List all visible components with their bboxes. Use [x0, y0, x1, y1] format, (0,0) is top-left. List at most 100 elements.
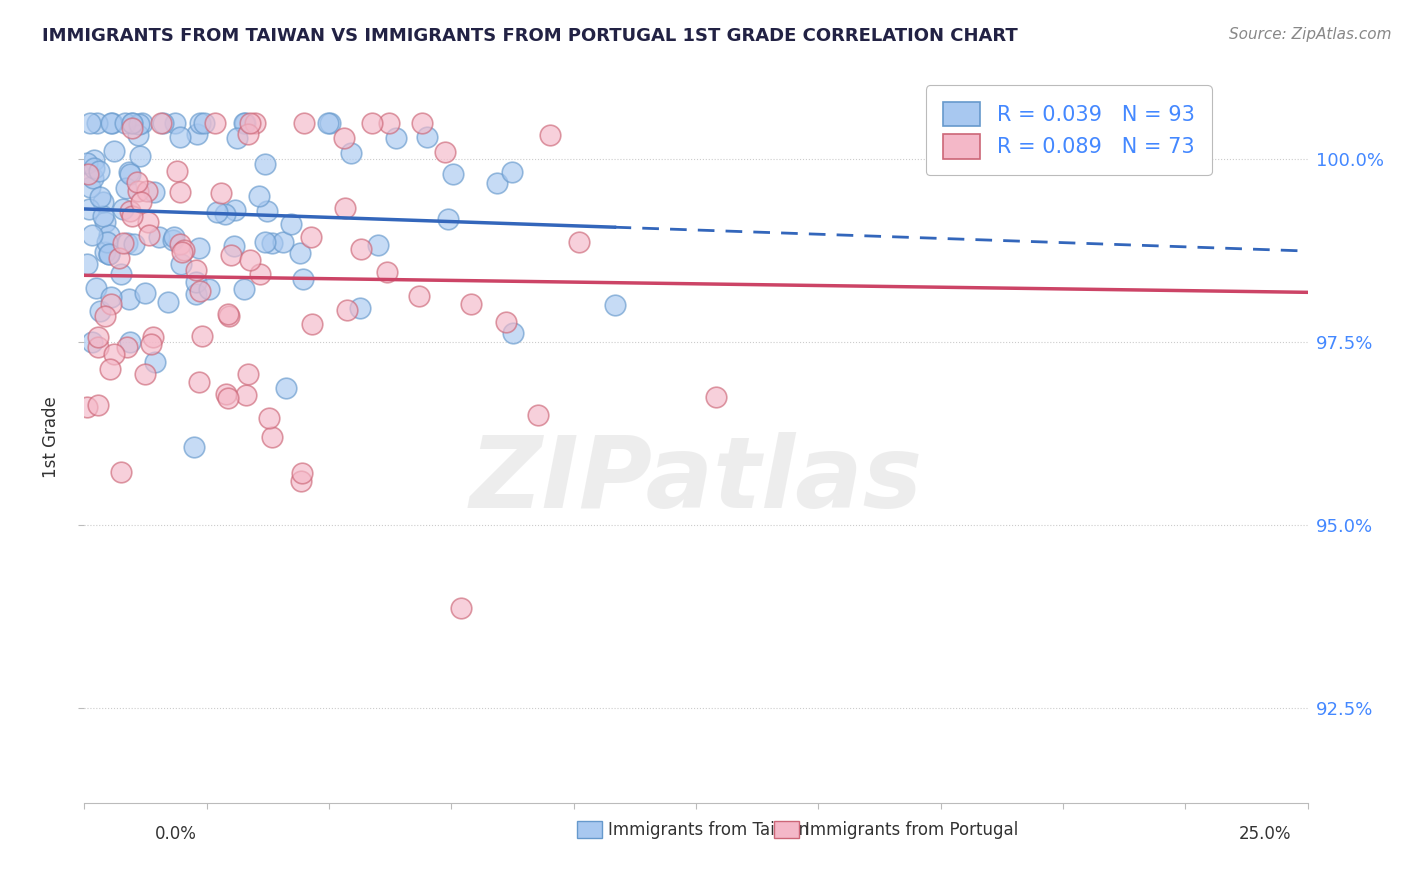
Point — [236, 127, 259, 141]
Point — [100, 115, 122, 129]
Point — [121, 209, 143, 223]
Point — [235, 115, 257, 129]
Text: 0.0%: 0.0% — [155, 825, 197, 843]
Point — [79, 180, 101, 194]
Y-axis label: 1st Grade: 1st Grade — [42, 396, 60, 478]
Point — [100, 297, 122, 311]
Point — [249, 267, 271, 281]
Point — [186, 127, 208, 141]
Point — [129, 194, 152, 209]
Point — [134, 285, 156, 300]
Point — [122, 237, 145, 252]
Point — [411, 115, 433, 129]
Point — [100, 290, 122, 304]
Point — [460, 296, 482, 310]
Point — [299, 229, 322, 244]
Point — [367, 237, 389, 252]
Point — [89, 190, 111, 204]
Point — [218, 309, 240, 323]
Point — [118, 165, 141, 179]
Point — [502, 326, 524, 340]
Point — [254, 157, 277, 171]
Point — [336, 303, 359, 318]
Point — [94, 309, 117, 323]
Point — [100, 115, 122, 129]
Point — [118, 292, 141, 306]
Point — [316, 115, 339, 129]
Point — [224, 203, 246, 218]
Point — [271, 235, 294, 250]
Point — [118, 167, 141, 181]
Point — [434, 145, 457, 159]
Point — [110, 465, 132, 479]
Point — [79, 115, 101, 129]
Text: Source: ZipAtlas.com: Source: ZipAtlas.com — [1229, 27, 1392, 42]
Point — [204, 115, 226, 129]
Point — [163, 230, 186, 244]
Point — [350, 242, 373, 256]
Point — [290, 475, 312, 489]
Point — [527, 408, 550, 422]
Point — [91, 194, 114, 209]
Point — [108, 252, 131, 266]
Point — [128, 117, 150, 131]
Point — [187, 241, 209, 255]
Point — [127, 128, 149, 142]
Point — [236, 367, 259, 381]
Point — [136, 214, 159, 228]
Point — [115, 340, 138, 354]
Point — [262, 235, 284, 250]
Point — [82, 228, 104, 243]
Point — [239, 253, 262, 268]
Point — [501, 165, 523, 179]
Point — [437, 211, 460, 226]
Point — [169, 237, 191, 252]
Point — [349, 301, 371, 316]
Point — [495, 315, 517, 329]
Point — [335, 202, 357, 216]
Point — [76, 400, 98, 414]
Point — [156, 294, 179, 309]
Point — [217, 391, 239, 405]
Point — [214, 207, 236, 221]
Point — [226, 130, 249, 145]
Point — [165, 115, 187, 129]
Point — [538, 128, 561, 142]
Point — [127, 184, 149, 198]
Point — [166, 164, 188, 178]
Point — [114, 115, 136, 129]
Text: IMMIGRANTS FROM TAIWAN VS IMMIGRANTS FROM PORTUGAL 1ST GRADE CORRELATION CHART: IMMIGRANTS FROM TAIWAN VS IMMIGRANTS FRO… — [42, 27, 1018, 45]
Point — [169, 130, 191, 145]
Point — [233, 115, 256, 129]
Point — [217, 307, 239, 321]
Point — [301, 318, 323, 332]
Point — [291, 272, 314, 286]
Point — [184, 263, 207, 277]
Point — [76, 167, 98, 181]
Point — [276, 381, 298, 395]
Point — [97, 228, 120, 243]
Point — [243, 115, 266, 129]
Legend: R = 0.039   N = 93, R = 0.089   N = 73: R = 0.039 N = 93, R = 0.089 N = 73 — [927, 86, 1212, 175]
Point — [253, 235, 276, 250]
Point — [219, 248, 242, 262]
Point — [319, 115, 342, 129]
Point — [247, 188, 270, 202]
Point — [87, 340, 110, 354]
Point — [98, 247, 121, 261]
Point — [103, 145, 125, 159]
Point — [136, 185, 159, 199]
Point — [83, 153, 105, 168]
Point — [142, 330, 165, 344]
Point — [149, 115, 172, 129]
Text: ZIPatlas: ZIPatlas — [470, 433, 922, 530]
Point — [408, 289, 430, 303]
Point — [115, 181, 138, 195]
Point — [235, 388, 257, 402]
Point — [87, 398, 110, 412]
Point — [292, 115, 315, 129]
Point — [86, 115, 108, 129]
Text: 25.0%: 25.0% — [1239, 825, 1292, 843]
Point — [89, 164, 111, 178]
Point — [131, 115, 153, 129]
